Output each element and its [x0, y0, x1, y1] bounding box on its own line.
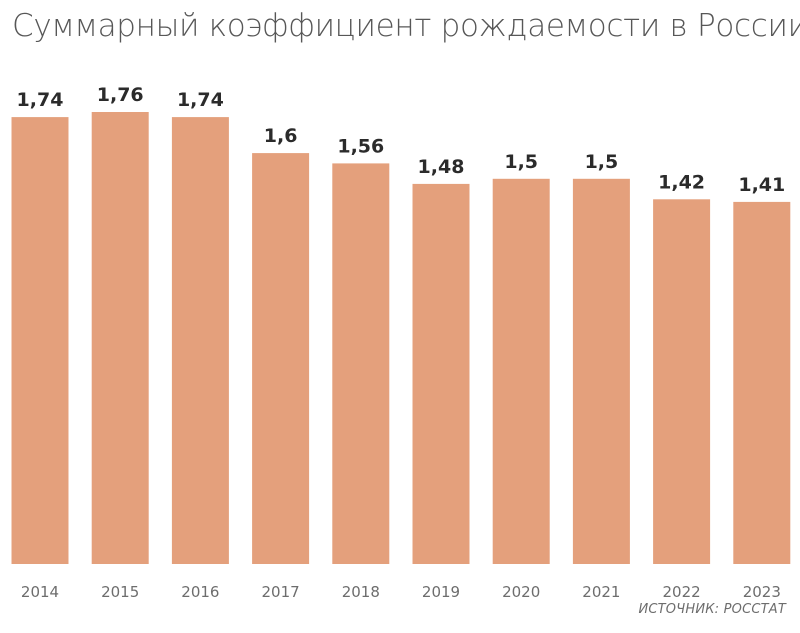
- bar-2017: [252, 153, 310, 564]
- x-tick-2016: 2016: [181, 583, 219, 601]
- value-label-2022: 1,42: [658, 171, 705, 193]
- x-tick-2018: 2018: [342, 583, 380, 601]
- x-tick-2020: 2020: [502, 583, 540, 601]
- x-tick-2014: 2014: [21, 583, 59, 601]
- source-note: ИСТОЧНИК: РОССТАТ: [638, 602, 786, 617]
- x-tick-2017: 2017: [262, 583, 300, 601]
- value-label-2021: 1,5: [585, 151, 619, 173]
- value-label-2020: 1,5: [504, 151, 538, 173]
- value-label-2023: 1,41: [738, 174, 785, 196]
- bar-2019: [412, 183, 470, 564]
- value-label-2018: 1,56: [337, 135, 384, 157]
- value-label-2019: 1,48: [418, 156, 465, 178]
- x-axis-ticks: 2014 2015 2016 2017 2018 2019 2020 2021 2022 2023: [21, 583, 781, 601]
- value-label-2017: 1,6: [264, 125, 298, 147]
- value-label-2014: 1,74: [17, 89, 64, 111]
- value-label-2015: 1,76: [97, 84, 144, 106]
- chart-title: Суммарный коэффициент рождаемости в Росс…: [12, 8, 800, 44]
- bar-2018: [332, 163, 390, 564]
- bar-2015: [91, 112, 149, 564]
- bars-group: [11, 112, 791, 565]
- bar-2021: [572, 178, 630, 565]
- x-tick-2019: 2019: [422, 583, 460, 601]
- bar-2014: [11, 117, 69, 564]
- value-labels-group: 1,74 1,76 1,74 1,6 1,56 1,48 1,5 1,5 1,42 1,41: [17, 84, 786, 196]
- x-tick-2015: 2015: [101, 583, 139, 601]
- value-label-2016: 1,74: [177, 89, 224, 111]
- bar-2023: [733, 201, 791, 564]
- bar-2020: [492, 178, 550, 565]
- x-tick-2023: 2023: [743, 583, 781, 601]
- bar-2016: [171, 117, 229, 564]
- bar-2022: [653, 199, 711, 565]
- x-tick-2022: 2022: [663, 583, 701, 601]
- x-tick-2021: 2021: [582, 583, 620, 601]
